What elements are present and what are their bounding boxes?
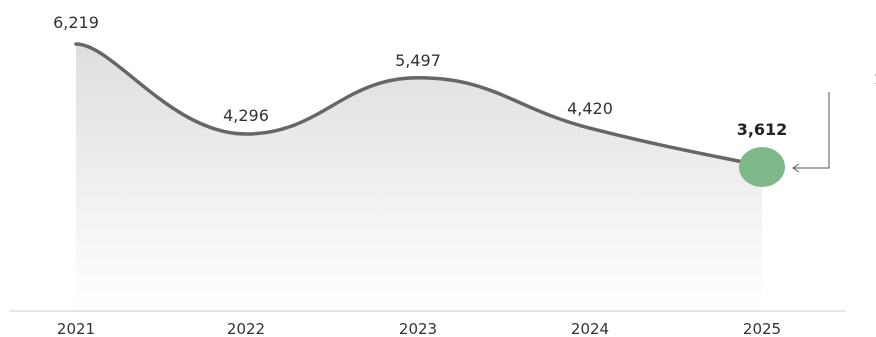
annotation-text: ירידה של 18% xyxy=(874,73,876,88)
x-tick-label: 2023 xyxy=(399,320,437,337)
line-layer xyxy=(74,42,785,187)
x-tick-label: 2024 xyxy=(571,320,609,337)
label-layer: 6,219 4,296 5,497 4,420 3,612 xyxy=(53,13,787,139)
annotation-arrowhead xyxy=(792,163,800,173)
x-tick-label: 2025 xyxy=(743,320,781,337)
series-line xyxy=(74,42,764,168)
area-layer xyxy=(76,44,762,311)
data-label: 4,420 xyxy=(567,99,613,118)
data-label: 5,497 xyxy=(395,51,441,70)
data-label: 6,219 xyxy=(53,13,99,32)
x-tick-label: 2022 xyxy=(227,320,265,337)
x-tick-label: 2021 xyxy=(57,320,95,337)
x-axis: 2021 2022 2023 2024 2025 xyxy=(10,310,845,337)
highlight-point-marker xyxy=(739,147,785,187)
data-label: 4,296 xyxy=(223,106,269,125)
data-label: 3,612 xyxy=(737,120,788,139)
area-fill xyxy=(76,44,762,311)
annotation-layer: ירידה של 18% xyxy=(792,73,876,173)
annotation-connector xyxy=(793,92,830,169)
